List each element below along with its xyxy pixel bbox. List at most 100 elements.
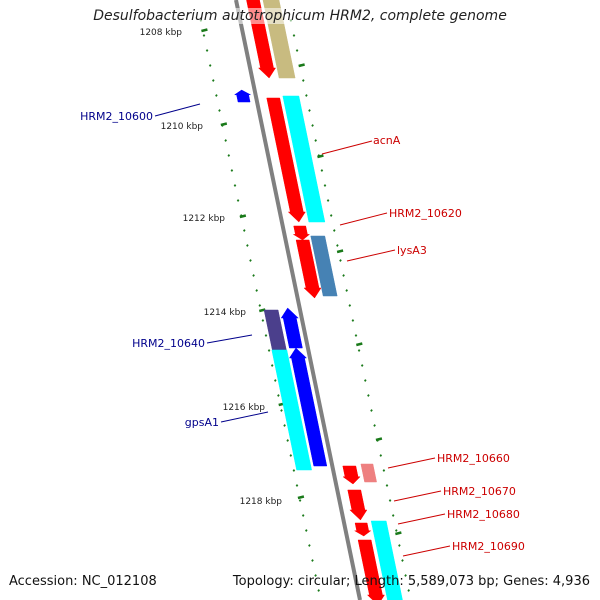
ruler-tick <box>355 342 363 347</box>
gene-label-hrm2-10670[interactable]: HRM2_10670 <box>443 485 516 498</box>
gene-arrow-forward <box>342 465 361 485</box>
ruler-label: 1214 kbp <box>204 308 247 318</box>
ruler-dot-inner <box>283 424 286 427</box>
ruler-dot-inner <box>249 259 252 262</box>
ruler-dot-outer <box>308 109 311 112</box>
gene-features <box>233 0 403 600</box>
ruler-dot-inner <box>314 574 317 577</box>
gene-label-hrm2-10620[interactable]: HRM2_10620 <box>389 207 462 220</box>
ruler-dot-outer <box>391 514 395 517</box>
ruler-dot-inner <box>317 589 320 592</box>
genome-summary-text: Topology: circular; Length: 5,589,073 bp… <box>232 574 590 589</box>
ruler-label: 1218 kbp <box>240 497 283 507</box>
gene-label-hrm2-10640[interactable]: HRM2_10640 <box>132 337 205 350</box>
ruler-label: 1216 kbp <box>223 403 266 413</box>
ruler-dot-outer <box>357 349 361 352</box>
cds-block <box>370 520 403 600</box>
gene-label-hrm2-10600[interactable]: HRM2_10600 <box>80 110 153 123</box>
ruler-dot-inner <box>270 364 274 367</box>
ruler-dot-outer <box>367 394 370 397</box>
ruler-dot-inner <box>252 274 255 277</box>
ruler-dot-inner <box>311 559 314 562</box>
ruler-dot-inner <box>233 184 237 187</box>
ruler-dot-outer <box>323 184 327 187</box>
ruler-dot-inner <box>298 499 302 502</box>
ruler-dot-outer <box>385 484 389 487</box>
leader-line <box>402 545 451 557</box>
ruler-dot-inner <box>230 169 234 172</box>
leader-line <box>154 103 201 117</box>
ruler-dot-outer <box>348 304 352 307</box>
leader-line <box>206 334 253 344</box>
ruler-dot-outer <box>320 169 324 172</box>
leader-line <box>220 411 269 423</box>
ruler-dot-inner <box>258 304 262 307</box>
gene-label-lysa3[interactable]: lysA3 <box>397 244 427 257</box>
ruler-dot-outer <box>382 469 386 472</box>
cds-block <box>360 463 377 483</box>
ruler-tick <box>239 214 247 219</box>
cds-block <box>271 349 312 471</box>
cds-block <box>282 95 326 223</box>
ruler-dot-outer <box>314 139 317 142</box>
ruler-tick <box>336 249 344 254</box>
ruler-dot-inner <box>292 469 296 472</box>
ruler-dot-inner <box>227 154 231 157</box>
gene-arrow-reverse <box>289 347 328 467</box>
ruler-labels: 1208 kbp 1210 kbp 1212 kbp 1214 kbp 1216… <box>140 28 283 507</box>
ruler-tick <box>201 28 208 33</box>
leader-line <box>387 457 436 469</box>
ruler-dot-inner <box>301 514 305 517</box>
ruler-dot-inner <box>215 94 218 97</box>
leader-line <box>397 513 446 525</box>
gene-label-acna[interactable]: acnA <box>373 134 401 147</box>
genome-title: Desulfobacterium autotrophicum HRM2, com… <box>0 8 600 24</box>
gene-arrow-forward <box>347 489 368 521</box>
ruler-dot-outer <box>326 199 330 202</box>
ruler-dot-inner <box>255 289 258 292</box>
ruler-dot-outer <box>363 379 367 382</box>
gene-label-hrm2-10690[interactable]: HRM2_10690 <box>452 540 525 553</box>
ruler-dot-outer <box>301 79 305 82</box>
leader-line <box>339 212 388 226</box>
ruler-dot-outer <box>404 574 407 577</box>
gene-label-hrm2-10680[interactable]: HRM2_10680 <box>447 508 520 521</box>
ruler-dot-outer <box>342 274 345 277</box>
ruler-dot-outer <box>345 289 348 292</box>
cds-block <box>310 235 338 297</box>
leader-line <box>321 140 373 155</box>
ruler-dot-inner <box>202 34 206 37</box>
ruler-dot-outer <box>339 259 342 262</box>
ruler-dot-inner <box>261 319 265 322</box>
ruler-dot-inner <box>273 379 277 382</box>
gene-arrow-reverse <box>233 89 251 103</box>
ruler-dot-inner <box>246 244 249 247</box>
ruler-dot-inner <box>280 409 283 412</box>
ruler-tick <box>220 122 228 127</box>
ruler-tick <box>395 531 402 536</box>
ruler-dot-inner <box>267 349 271 352</box>
ruler-dot-outer <box>332 229 336 232</box>
ruler-dot-outer <box>311 124 314 127</box>
leader-line <box>346 249 396 262</box>
ruler-dot-inner <box>308 544 311 547</box>
ruler-dot-inner <box>286 439 289 442</box>
label-leader-lines <box>154 103 451 557</box>
ruler-dot-outer <box>394 529 398 532</box>
gene-labels[interactable]: HRM2_10600 acnA HRM2_10620 lysA3 HRM2_10… <box>80 110 525 553</box>
gene-label-gpsa1[interactable]: gpsA1 <box>185 416 219 429</box>
backbone-line <box>234 0 362 600</box>
ruler-dot-outer <box>295 49 299 52</box>
ruler-dot-outer <box>329 214 333 217</box>
ruler-dot-outer <box>351 319 355 322</box>
ruler-dot-inner <box>224 139 227 142</box>
gene-arrow-forward <box>295 239 322 299</box>
ruler-dot-outer <box>336 244 339 247</box>
ruler-dot-inner <box>208 64 212 67</box>
gene-label-hrm2-10660[interactable]: HRM2_10660 <box>437 452 510 465</box>
genome-backbone <box>234 0 362 600</box>
ruler-dot-outer <box>398 544 401 547</box>
ruler-dot-outer <box>354 334 358 337</box>
ruler-label: 1210 kbp <box>161 122 204 132</box>
